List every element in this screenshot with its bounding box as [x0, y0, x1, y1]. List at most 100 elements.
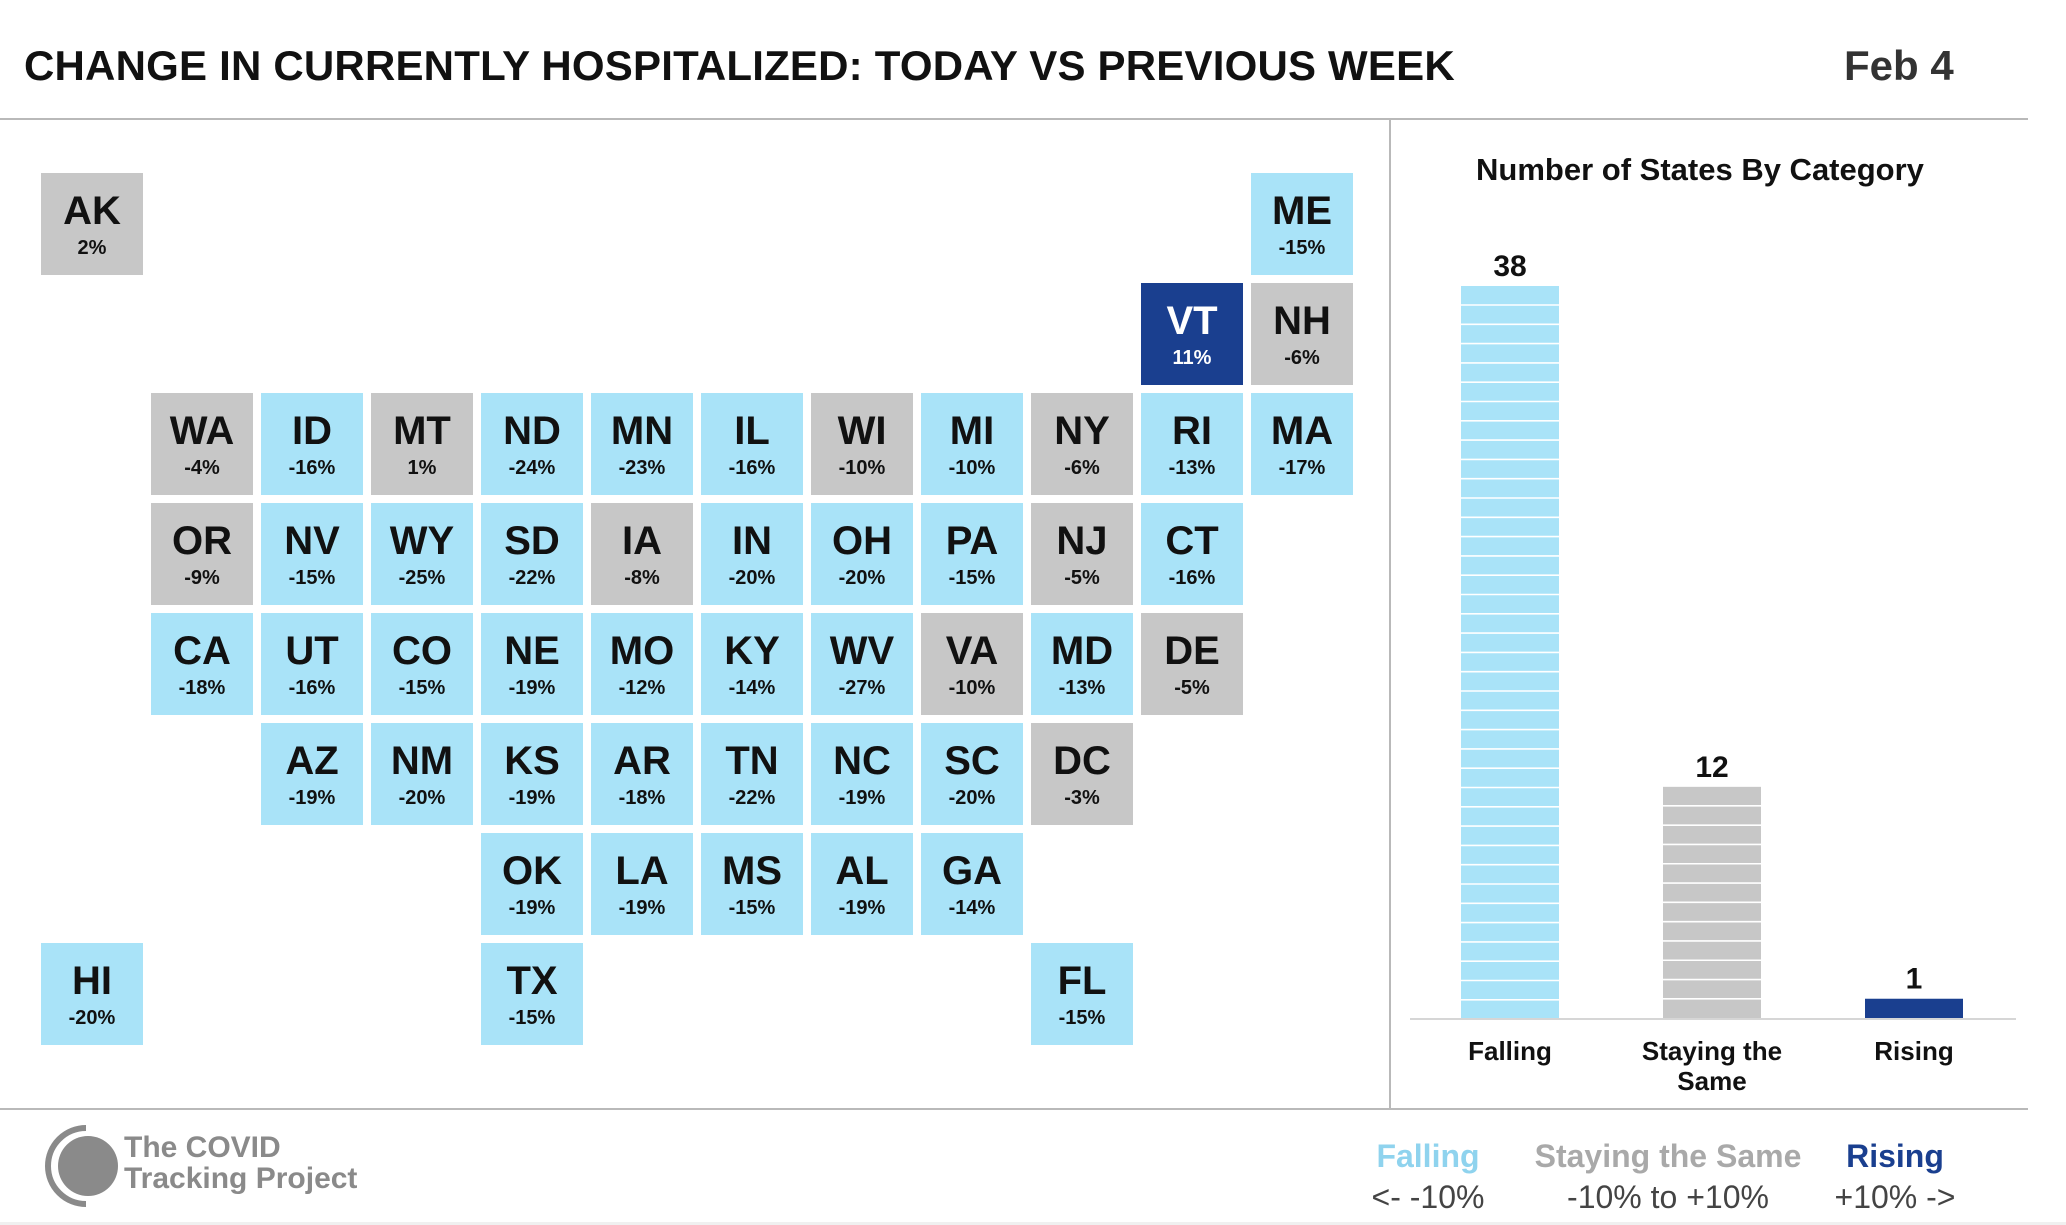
- state-tile-wi: WI -10%: [811, 393, 913, 495]
- legend-name: Staying the Same: [1534, 1138, 1802, 1174]
- state-abbr: IL: [734, 409, 770, 453]
- state-pct: -5%: [1064, 567, 1100, 589]
- state-pct: -15%: [948, 567, 996, 589]
- state-pct: -17%: [1278, 457, 1326, 479]
- state-abbr: UT: [285, 629, 339, 673]
- state-abbr: MI: [949, 409, 995, 453]
- date-label: Feb 4: [1844, 42, 1954, 89]
- bar-value-label: 12: [1695, 751, 1728, 784]
- state-abbr: NM: [390, 739, 454, 783]
- state-pct: -16%: [1168, 567, 1216, 589]
- state-tile-tn: TN -22%: [701, 723, 803, 825]
- state-tile-mo: MO -12%: [591, 613, 693, 715]
- state-pct: -19%: [508, 677, 556, 699]
- state-tile-in: IN -20%: [701, 503, 803, 605]
- state-pct: -16%: [288, 677, 336, 699]
- state-abbr: CO: [392, 629, 452, 673]
- state-abbr: LA: [615, 849, 669, 893]
- state-abbr: OH: [832, 519, 892, 563]
- state-pct: -14%: [728, 677, 776, 699]
- state-abbr: AK: [63, 189, 121, 233]
- state-abbr: IA: [622, 519, 662, 563]
- state-tile-or: OR -9%: [151, 503, 253, 605]
- state-abbr: MD: [1050, 629, 1114, 673]
- bar-rect: [1865, 998, 1963, 1018]
- state-tile-ne: NE -19%: [481, 613, 583, 715]
- state-abbr: MT: [393, 409, 451, 453]
- state-pct: -10%: [948, 457, 996, 479]
- state-pct: -19%: [288, 787, 336, 809]
- state-pct: -20%: [68, 1007, 116, 1029]
- state-pct: -13%: [1058, 677, 1106, 699]
- state-abbr: FL: [1057, 959, 1107, 1003]
- state-pct: 11%: [1172, 347, 1212, 369]
- legend-item-0: Falling <- -10%: [1268, 1138, 1588, 1216]
- state-abbr: SC: [944, 739, 1000, 783]
- state-pct: -6%: [1284, 347, 1320, 369]
- state-tile-ks: KS -19%: [481, 723, 583, 825]
- state-tile-sd: SD -22%: [481, 503, 583, 605]
- state-tile-fl: FL -15%: [1031, 943, 1133, 1045]
- state-abbr: NE: [504, 629, 560, 673]
- state-pct: -6%: [1064, 457, 1100, 479]
- state-abbr: MA: [1270, 409, 1334, 453]
- top-divider: [0, 118, 2028, 120]
- state-pct: -25%: [398, 567, 446, 589]
- state-pct: -27%: [838, 677, 886, 699]
- state-tile-mt: MT 1%: [371, 393, 473, 495]
- state-tile-ak: AK 2%: [41, 173, 143, 275]
- legend-name: Falling: [1376, 1138, 1480, 1174]
- state-pct: -16%: [728, 457, 776, 479]
- state-tile-de: DE -5%: [1141, 613, 1243, 715]
- state-tile-wa: WA -4%: [151, 393, 253, 495]
- state-tile-pa: PA -15%: [921, 503, 1023, 605]
- bar-value-label: 38: [1493, 250, 1526, 283]
- state-pct: -3%: [1064, 787, 1100, 809]
- state-abbr: KY: [724, 629, 780, 673]
- covid-tracking-logo-icon: [45, 1125, 118, 1207]
- state-abbr: WV: [829, 629, 895, 673]
- state-tile-wv: WV -27%: [811, 613, 913, 715]
- state-abbr: KS: [504, 739, 560, 783]
- state-abbr: MN: [610, 409, 674, 453]
- state-tile-wy: WY -25%: [371, 503, 473, 605]
- logo-line-2: Tracking Project: [124, 1162, 358, 1195]
- state-abbr: MS: [722, 849, 782, 893]
- state-tile-al: AL -19%: [811, 833, 913, 935]
- state-abbr: RI: [1172, 409, 1212, 453]
- state-abbr: CT: [1165, 519, 1219, 563]
- page-title: CHANGE IN CURRENTLY HOSPITALIZED: TODAY …: [24, 42, 1455, 89]
- state-tile-oh: OH -20%: [811, 503, 913, 605]
- state-tile-nc: NC -19%: [811, 723, 913, 825]
- state-tile-ok: OK -19%: [481, 833, 583, 935]
- state-tile-ny: NY -6%: [1031, 393, 1133, 495]
- state-tile-ia: IA -8%: [591, 503, 693, 605]
- state-tile-nm: NM -20%: [371, 723, 473, 825]
- state-abbr: AR: [613, 739, 671, 783]
- state-pct: -14%: [948, 897, 996, 919]
- state-tile-md: MD -13%: [1031, 613, 1133, 715]
- bar-chart-title: Number of States By Category: [1476, 152, 1924, 187]
- state-tile-ct: CT -16%: [1141, 503, 1243, 605]
- state-abbr: NV: [284, 519, 340, 563]
- state-abbr: TX: [506, 959, 558, 1003]
- state-tile-nd: ND -24%: [481, 393, 583, 495]
- state-pct: -19%: [838, 897, 886, 919]
- state-tile-az: AZ -19%: [261, 723, 363, 825]
- state-abbr: NJ: [1056, 519, 1108, 563]
- bar-chart: 38 12 1 Falling Staying the Same Rising: [1410, 250, 2016, 1096]
- state-tile-ca: CA -18%: [151, 613, 253, 715]
- state-pct: -9%: [184, 567, 220, 589]
- state-tile-mn: MN -23%: [591, 393, 693, 495]
- state-pct: -15%: [1058, 1007, 1106, 1029]
- state-pct: -16%: [288, 457, 336, 479]
- state-tile-dc: DC -3%: [1031, 723, 1133, 825]
- state-abbr: NC: [833, 739, 891, 783]
- state-abbr: AL: [835, 849, 889, 893]
- state-pct: -19%: [508, 897, 556, 919]
- state-pct: -18%: [178, 677, 226, 699]
- state-abbr: DE: [1164, 629, 1220, 673]
- bar-category-label: Falling: [1468, 1036, 1552, 1066]
- bar-value-label: 1: [1906, 963, 1923, 996]
- state-pct: -20%: [838, 567, 886, 589]
